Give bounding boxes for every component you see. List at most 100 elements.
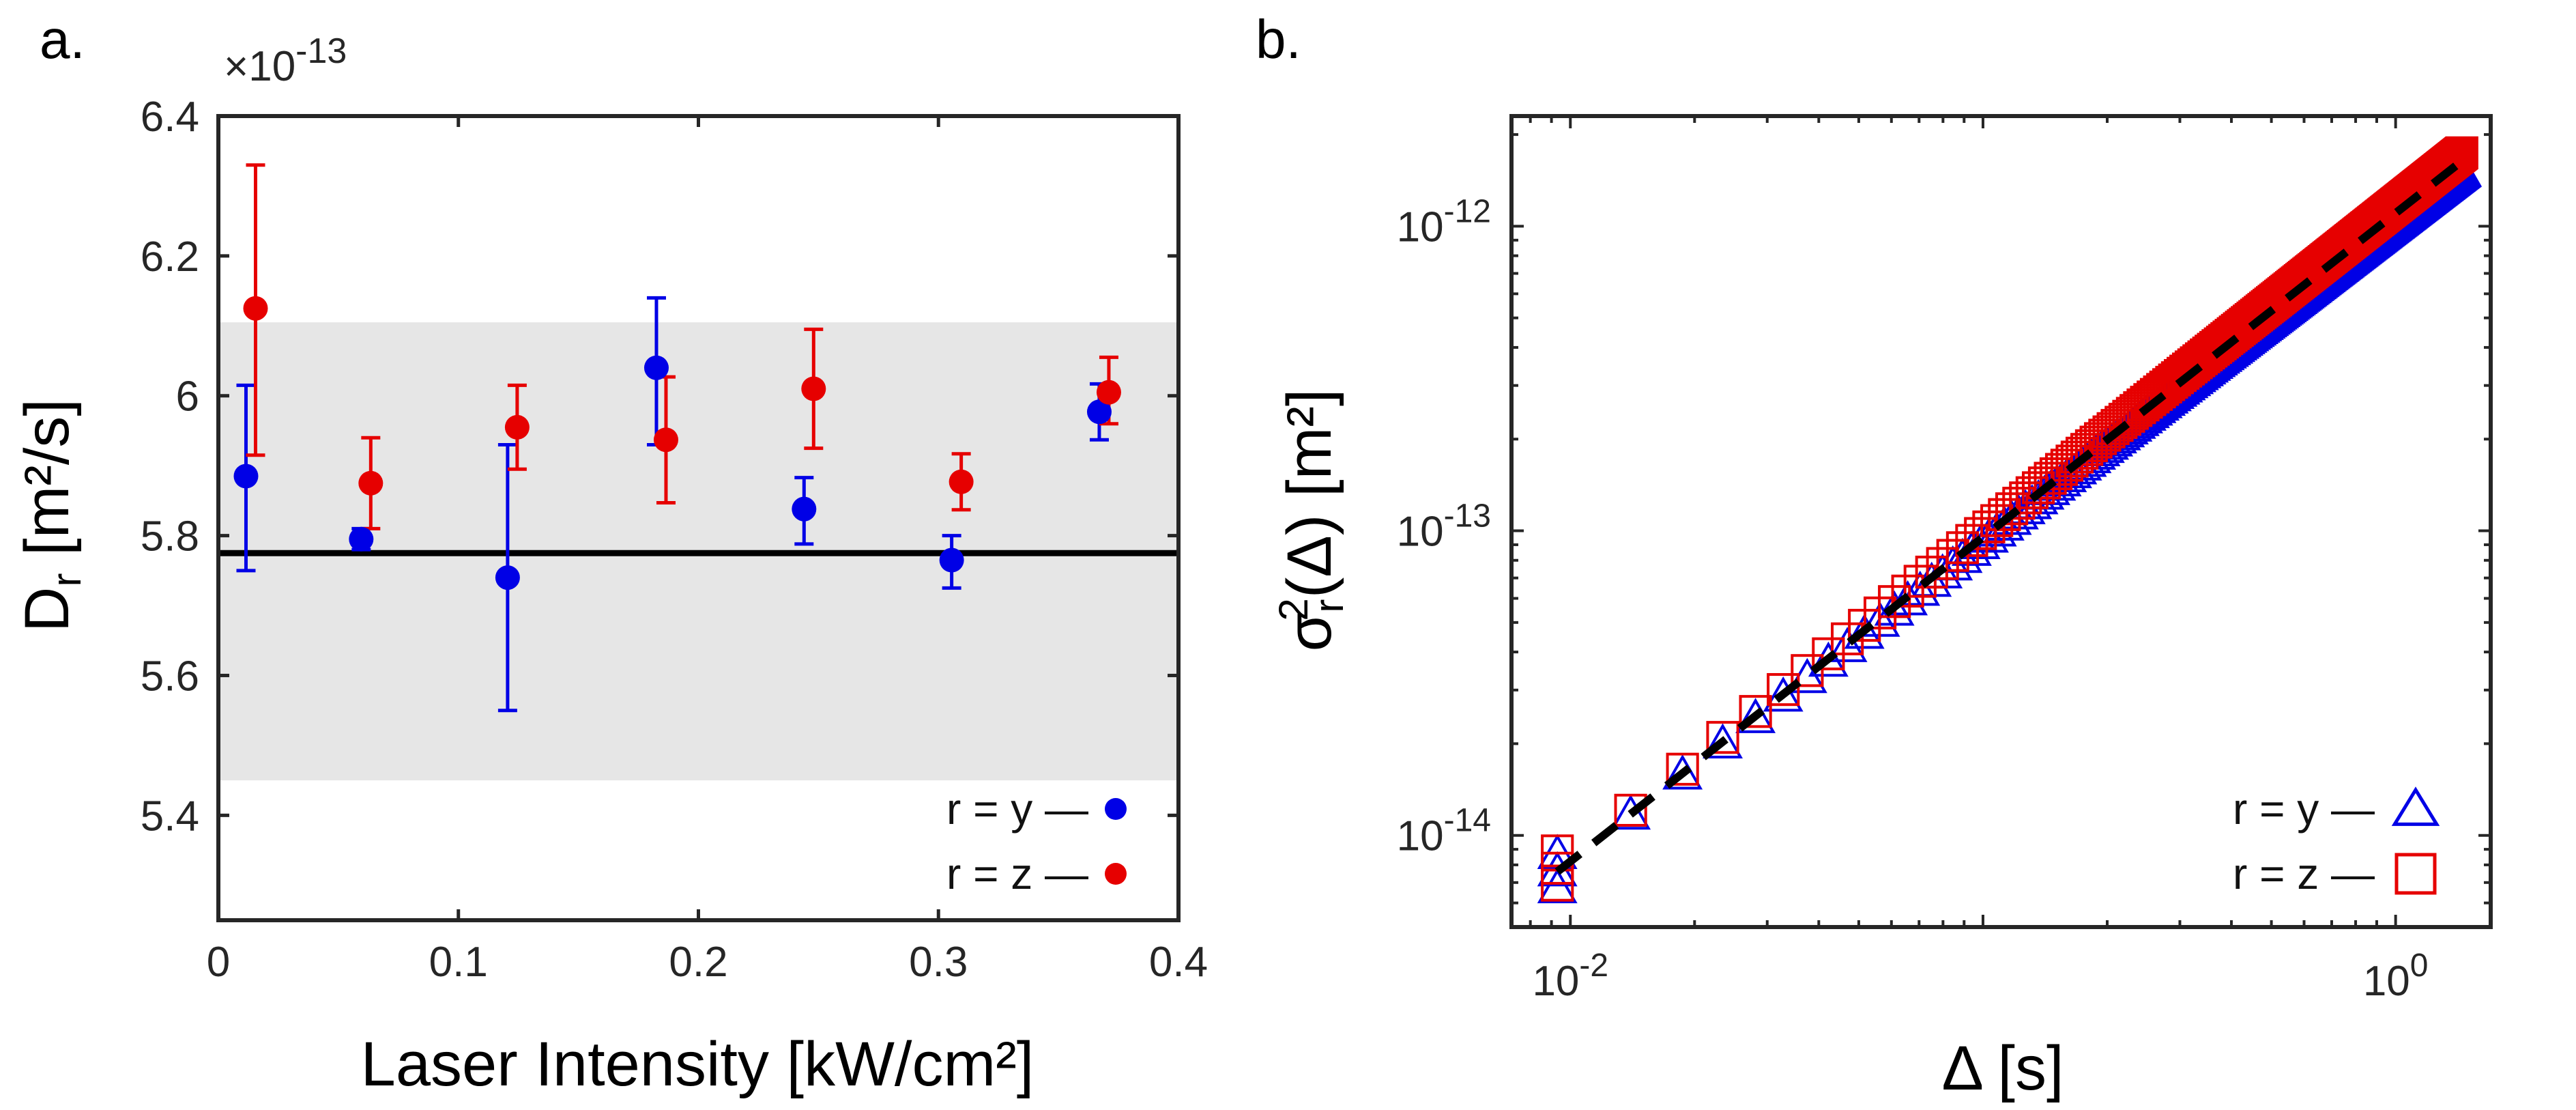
data-point — [1703, 723, 1743, 758]
data-point — [2034, 461, 2067, 495]
data-point — [1791, 654, 1824, 687]
panel-a-ylabel: Dr [m²/s] — [12, 399, 89, 632]
y-tick-label: 6.2 — [141, 233, 199, 281]
tick-power: -2 — [1579, 948, 1608, 984]
y-tick-label: 10-12 — [1397, 193, 1491, 251]
panel-a: a. ×10-13 0 0.1 0.2 0.3 0.4 5.4 5.6 5.8 6 6.2 6.4 r… — [12, 9, 1208, 1099]
panel-b-ylabel-main: σ — [1275, 613, 1344, 652]
data-point — [1831, 622, 1864, 655]
legend-marker — [1105, 863, 1127, 885]
data-point — [1915, 555, 1948, 589]
legend-label: r = z — — [946, 849, 1088, 898]
panel-a-label: a. — [40, 9, 85, 70]
exponent-label: ×10-13 — [224, 31, 347, 90]
tick-power: -12 — [1444, 193, 1491, 229]
data-point — [495, 565, 520, 590]
data-point — [1955, 524, 1988, 557]
panel-a-ylabel-rest: [m²/s] — [12, 399, 82, 573]
data-point — [1735, 698, 1776, 733]
data-point — [1666, 752, 1699, 786]
legend-label: r = y — — [946, 784, 1088, 834]
data-point — [243, 296, 268, 321]
legend-label: r = z — — [2233, 849, 2375, 898]
data-point — [349, 526, 374, 552]
axes-frame — [1509, 114, 2493, 929]
data-point — [2445, 136, 2478, 169]
panel-a-ylabel-sub: r — [44, 573, 89, 587]
axes-frame — [216, 114, 1181, 922]
tick-base: 10 — [1397, 203, 1444, 251]
y-tick-label: 6.4 — [141, 94, 199, 141]
exponent-base: ×10 — [224, 43, 295, 90]
y-tick-label: 6 — [176, 373, 199, 421]
panel-b-ylabel-sub: r — [1306, 599, 1352, 613]
panel-b-ylabel-sup: 2 — [1271, 598, 1316, 621]
data-point — [949, 469, 974, 494]
data-point — [1096, 380, 1121, 405]
panel-b-label: b. — [1256, 9, 1301, 70]
y-tick-label: 10-14 — [1397, 803, 1491, 860]
tick-base: 10 — [1397, 813, 1444, 860]
panel-a-xlabel: Laser Intensity [kW/cm²] — [361, 1029, 1034, 1099]
data-point — [1903, 565, 1937, 598]
legend-marker — [2391, 786, 2440, 826]
data-point — [1610, 794, 1651, 830]
x-tick-label: 0 — [207, 939, 230, 986]
data-point — [792, 496, 817, 522]
data-point — [1706, 721, 1739, 754]
legend-marker — [2394, 853, 2437, 895]
x-tick-label: 0.3 — [909, 939, 968, 986]
panel-b-ylabel-rest: (Δ) [m²] — [1275, 389, 1344, 599]
data-point — [801, 376, 826, 401]
panel-a-ylabel-main: D — [12, 587, 82, 632]
fit-line — [1554, 152, 2471, 875]
data-point — [1763, 676, 1804, 712]
data-point — [653, 427, 678, 453]
data-point — [1900, 570, 1941, 606]
y-tick-label: 5.8 — [141, 513, 199, 560]
data-point — [2027, 466, 2061, 500]
data-point — [939, 547, 964, 573]
x-tick-label: 100 — [2363, 948, 2429, 1005]
legend-label: r = y — — [2233, 784, 2375, 834]
tick-base: 10 — [1532, 958, 1579, 1005]
data-point — [1086, 399, 1112, 425]
data-point — [1662, 754, 1703, 790]
data-point — [358, 470, 383, 496]
legend-marker — [1105, 798, 1127, 820]
legend: r = y — r = z — — [946, 784, 1127, 898]
y-tick-label: 5.6 — [141, 653, 199, 700]
x-tick-label: 10-2 — [1532, 948, 1608, 1005]
data-point — [504, 414, 530, 440]
data-point — [1767, 672, 1800, 707]
data-point — [233, 464, 259, 489]
x-tick-label: 0.1 — [429, 939, 488, 986]
data-point — [2079, 425, 2113, 459]
panel-b-xlabel: Δ [s] — [1941, 1034, 2064, 1103]
tick-base: 10 — [1397, 509, 1444, 556]
data-point — [1844, 613, 1885, 649]
panel-a-plot-area: 0 0.1 0.2 0.3 0.45.45.65.866.26.4r = y —r = … — [141, 94, 1208, 986]
x-tick-label: 0.2 — [669, 939, 727, 986]
data-point — [1537, 868, 1578, 904]
data-point — [1827, 627, 1868, 662]
data-point — [1891, 574, 1924, 608]
legend: r = y — r = z — — [2233, 784, 2440, 898]
tick-power: -14 — [1444, 803, 1491, 839]
tick-power: 0 — [2410, 948, 2429, 984]
data-point — [1878, 585, 1911, 618]
y-tick-label: 5.4 — [141, 793, 199, 840]
y-tick-label: 10-13 — [1397, 498, 1491, 556]
exponent-power: -13 — [295, 31, 347, 71]
panel-b-ylabel: σr2(Δ) [m²] — [1271, 389, 1352, 652]
data-point — [1739, 695, 1772, 728]
tick-power: -13 — [1444, 498, 1491, 535]
tick-base: 10 — [2363, 958, 2410, 1005]
data-point — [1614, 793, 1647, 827]
x-tick-label: 0.4 — [1149, 939, 1208, 986]
data-point — [1541, 834, 1574, 868]
data-point — [1541, 851, 1574, 885]
